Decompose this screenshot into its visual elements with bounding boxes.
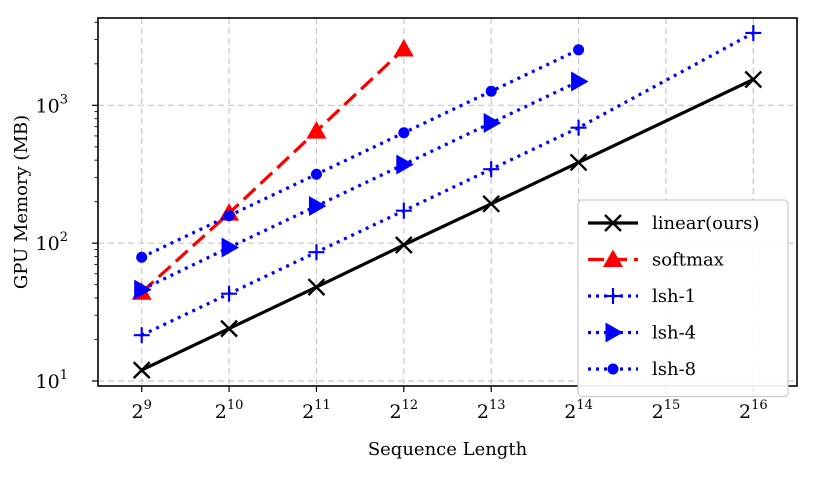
- x-tick-label: 210: [215, 398, 244, 423]
- triangle-right-marker: [571, 71, 589, 92]
- legend-label: softmax: [652, 250, 724, 271]
- x-tick-label: 215: [652, 398, 681, 423]
- series-line: [141, 48, 580, 259]
- y-axis-label: GPU Memory (MB): [11, 115, 32, 289]
- x-tick-label: 213: [477, 398, 506, 423]
- legend: linear(ours) softmax lsh-1 lsh-4 lsh-8: [577, 199, 789, 398]
- series-lsh-1: [133, 24, 762, 344]
- circle-marker: [310, 168, 322, 180]
- triangle-right-marker: [396, 154, 414, 175]
- circle-marker: [607, 363, 619, 375]
- x-tick-label: 214: [564, 398, 593, 423]
- circle-marker: [485, 85, 497, 97]
- axes: 29 210 211 212 213 214 215 216 101 102 103: [36, 21, 768, 423]
- triangle-right-marker: [221, 237, 240, 258]
- x-marker: [307, 278, 326, 296]
- x-marker: [394, 236, 413, 254]
- legend-label: lsh-4: [652, 323, 696, 344]
- x-marker: [569, 153, 588, 172]
- triangle-up-marker: [306, 121, 327, 139]
- x-marker: [132, 361, 151, 379]
- x-marker: [744, 70, 763, 89]
- circle-marker: [398, 127, 410, 139]
- triangle-right-marker: [308, 196, 327, 217]
- x-axis-label: Sequence Length: [368, 439, 528, 460]
- triangle-up-marker: [603, 249, 623, 267]
- x-tick-label: 29: [132, 398, 152, 423]
- series-line: [140, 47, 405, 294]
- legend-label: linear(ours): [652, 213, 759, 234]
- triangle-right-marker: [134, 279, 152, 300]
- legend-label: lsh-8: [652, 359, 696, 380]
- x-marker: [482, 194, 501, 213]
- y-tick-label: 102: [36, 230, 68, 255]
- x-tick-label: 211: [302, 398, 331, 423]
- x-tick-label: 216: [739, 398, 768, 423]
- series-line: [141, 80, 580, 292]
- circle-marker: [223, 210, 235, 222]
- series-linear-ours-: [132, 70, 763, 379]
- triangle-right-marker: [483, 112, 502, 133]
- series-lsh-4: [134, 71, 589, 300]
- series-lsh-8: [136, 44, 585, 263]
- x-tick-label: 212: [389, 398, 418, 423]
- x-marker: [220, 319, 238, 338]
- triangle-right-marker: [605, 322, 623, 343]
- y-tick-label: 103: [36, 92, 68, 117]
- x-marker: [604, 214, 622, 232]
- triangle-up-marker: [393, 39, 414, 57]
- circle-marker: [573, 44, 585, 56]
- plot-series: [131, 24, 763, 379]
- y-tick-label: 101: [36, 368, 68, 393]
- circle-marker: [136, 251, 148, 263]
- legend-label: lsh-1: [652, 286, 696, 307]
- legend-box: [577, 199, 789, 398]
